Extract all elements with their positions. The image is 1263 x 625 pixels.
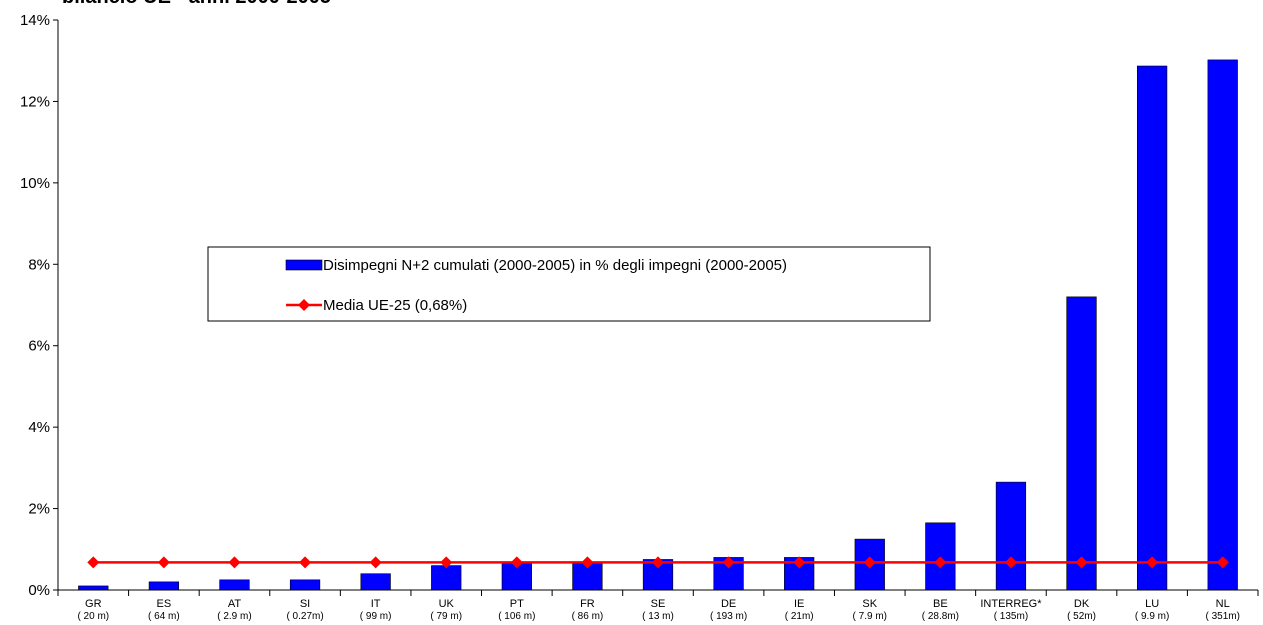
marker bbox=[1216, 556, 1229, 569]
bar bbox=[148, 581, 180, 591]
x-tick-label: ( 351m) bbox=[1205, 611, 1239, 622]
legend-label: Disimpegni N+2 cumulati (2000-2005) in %… bbox=[323, 257, 787, 274]
x-tick-label: ( 52m) bbox=[1067, 611, 1096, 622]
marker bbox=[1075, 556, 1088, 569]
x-tick-label: ( 64 m) bbox=[148, 611, 180, 622]
x-tick-label: ( 135m) bbox=[994, 611, 1028, 622]
x-tick-label: DK bbox=[1074, 598, 1090, 610]
marker bbox=[228, 556, 241, 569]
x-tick-label: ( 21m) bbox=[785, 611, 814, 622]
x-tick-label: ( 2.9 m) bbox=[217, 611, 251, 622]
marker bbox=[157, 556, 170, 569]
x-tick-label: ( 86 m) bbox=[572, 611, 604, 622]
y-tick-label: 0% bbox=[28, 582, 50, 599]
marker bbox=[652, 556, 664, 569]
y-tick-label: 8% bbox=[28, 256, 50, 273]
y-tick-label: 2% bbox=[28, 501, 50, 518]
x-tick-label: SI bbox=[300, 598, 310, 610]
legend-label: Media UE-25 (0,68%) bbox=[323, 297, 467, 314]
x-tick-label: UK bbox=[439, 598, 455, 610]
x-tick-label: IE bbox=[794, 598, 804, 610]
y-tick-label: 4% bbox=[28, 419, 50, 436]
y-tick-label: 12% bbox=[20, 93, 50, 110]
legend bbox=[207, 246, 931, 322]
marker bbox=[581, 556, 594, 569]
x-tick-label: DE bbox=[721, 598, 736, 610]
legend-marker bbox=[298, 299, 310, 311]
x-tick-label: ( 79 m) bbox=[430, 611, 462, 622]
x-tick-label: ( 193 m) bbox=[710, 611, 747, 622]
x-tick-label: ( 0.27m) bbox=[286, 611, 323, 622]
marker bbox=[440, 556, 453, 569]
marker bbox=[87, 556, 100, 569]
bar bbox=[995, 481, 1027, 591]
bar bbox=[1066, 296, 1097, 591]
marker bbox=[863, 556, 876, 569]
chart-title: bilancio UE - anni 2000-2005 bbox=[62, 0, 331, 8]
x-tick-label: IT bbox=[371, 598, 381, 610]
bar bbox=[431, 565, 462, 591]
bar bbox=[1207, 59, 1238, 591]
marker bbox=[722, 556, 735, 569]
marker bbox=[1146, 556, 1159, 569]
x-tick-label: FR bbox=[580, 598, 595, 610]
marker bbox=[934, 556, 947, 569]
x-tick-label: LU bbox=[1145, 598, 1159, 610]
x-tick-label: NL bbox=[1216, 598, 1230, 610]
bar bbox=[78, 585, 109, 591]
x-tick-label: ( 106 m) bbox=[498, 611, 535, 622]
x-tick-label: ES bbox=[157, 598, 172, 610]
x-tick-label: GR bbox=[85, 598, 102, 610]
x-tick-label: ( 99 m) bbox=[360, 611, 392, 622]
x-tick-label: ( 9.9 m) bbox=[1135, 611, 1169, 622]
x-tick-label: AT bbox=[228, 598, 242, 610]
bar bbox=[360, 573, 391, 591]
x-tick-label: SE bbox=[651, 598, 666, 610]
x-tick-label: PT bbox=[510, 598, 524, 610]
bar bbox=[219, 579, 250, 591]
marker bbox=[299, 556, 312, 569]
marker bbox=[369, 556, 382, 569]
y-tick-label: 14% bbox=[20, 12, 50, 29]
x-tick-label: BE bbox=[933, 598, 948, 610]
x-tick-label: SK bbox=[862, 598, 877, 610]
marker bbox=[1004, 556, 1017, 569]
y-tick-label: 10% bbox=[20, 175, 50, 192]
bar bbox=[1136, 65, 1168, 591]
x-tick-label: ( 28.8m) bbox=[922, 611, 959, 622]
x-tick-label: INTERREG* bbox=[980, 598, 1042, 610]
x-tick-label: ( 7.9 m) bbox=[853, 611, 887, 622]
x-tick-label: ( 20 m) bbox=[77, 611, 109, 622]
marker bbox=[793, 556, 806, 569]
bar bbox=[289, 579, 321, 591]
marker bbox=[510, 556, 523, 569]
y-tick-label: 6% bbox=[28, 338, 50, 355]
legend-swatch bbox=[285, 259, 323, 271]
x-tick-label: ( 13 m) bbox=[642, 611, 674, 622]
